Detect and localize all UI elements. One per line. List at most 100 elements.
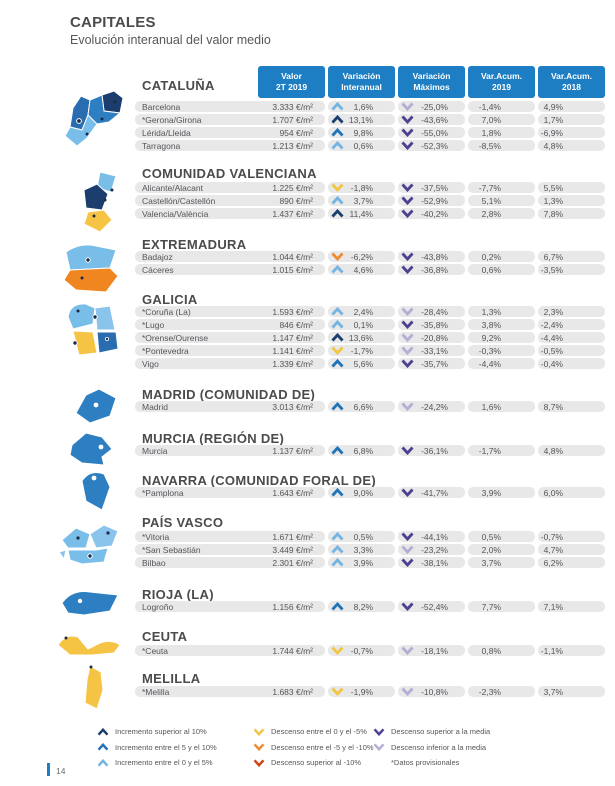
chevron-up-icon-up-mid [331,402,344,411]
maximums-variation-segment: -36,8% [398,264,465,275]
region-section: EXTREMADURA Badajoz 1.044 €/m² -6,2% -43,8% 0… [135,237,607,275]
interannual-variation-value: 3,3% [353,544,373,555]
accumulated-2019-value: 9,2% [468,332,535,343]
accumulated-2019-value: 2,0% [468,544,535,555]
row-label-segment: Barcelona 3.333 €/m² [135,101,325,112]
accumulated-2019-value: -1,4% [468,101,535,112]
accumulated-2019-value: 1,3% [468,306,535,317]
table-row: *Coruña (La) 1.593 €/m² 2,4% -28,4% 1,3% 2,3% [135,306,607,317]
table-row: *Orense/Ourense 1.147 €/m² 13,6% -20,8% 9,2%… [135,332,607,343]
maximums-variation-segment: -35,7% [398,358,465,369]
accumulated-2018-value: 4,8% [538,445,605,456]
legend-label: Incremento superior al 10% [115,727,207,737]
table-row: *Pontevedra 1.141 €/m² -1,7% -33,1% -0,3% -0,… [135,345,607,356]
maximums-variation-value: -28,4% [421,306,448,317]
map-madrid [75,388,117,424]
maximums-variation-segment: -38,1% [398,557,465,568]
maximums-variation-value: -44,1% [421,531,448,542]
accumulated-2019-value: 5,1% [468,195,535,206]
accumulated-2018-value: 4,9% [538,101,605,112]
table-row: *Melilla 1.683 €/m² -1,9% -10,8% -2,3% 3,7% [135,686,607,697]
city-label: Bilbao [142,557,166,568]
map-navarra [81,472,111,511]
chevron-up-icon-up-strong [97,727,109,736]
interannual-variation-value: 1,6% [353,101,373,112]
map-pais-vasco [58,524,119,565]
interannual-variation-segment: -1,7% [328,345,395,356]
region-title: RIOJA (LA) [142,587,214,602]
accumulated-2019-value: -7,7% [468,182,535,193]
row-label-segment: Tarragona 1.213 €/m² [135,140,325,151]
maximums-variation-segment: -28,4% [398,306,465,317]
region-title: GALICIA [142,292,198,307]
accumulated-2018-value: 5,5% [538,182,605,193]
city-label: Madrid [142,401,168,412]
region-section: PAÍS VASCO *Vitoria 1.671 €/m² 0,5% -44,1% 0,… [135,515,607,568]
legend-label: *Datos provisionales [391,758,460,768]
interannual-variation-value: -1,8% [350,182,373,193]
region-title: COMUNIDAD VALENCIANA [142,166,317,181]
interannual-variation-value: 0,6% [353,140,373,151]
region-section: RIOJA (LA) Logroño 1.156 €/m² 8,2% -52,4% 7,7… [135,587,607,612]
city-label: *Melilla [142,686,170,697]
row-label-segment: Badajoz 1.044 €/m² [135,251,325,262]
chevron-up-icon-up-mid [97,743,109,751]
interannual-variation-segment: 2,4% [328,306,395,317]
accumulated-2018-value: -0,5% [538,345,605,356]
city-label: *Vitoria [142,531,170,542]
interannual-variation-segment: 0,1% [328,319,395,330]
row-label-segment: Cáceres 1.015 €/m² [135,264,325,275]
city-label: Alicante/Alacant [142,182,203,193]
table-row: *Lugo 846 €/m² 0,1% -35,8% 3,8% -2,4% [135,319,607,330]
region-table: Madrid 3.013 €/m² 6,6% -24,2% 1,6% 8,7% [135,401,607,414]
legend-label: Descenso inferior a la media [391,742,487,752]
legend-column-decreases: Descenso entre el 0 y el -5% Descenso ent… [253,724,374,771]
interannual-variation-value: 6,6% [353,401,373,412]
chevron-up-icon-up-low [331,141,344,150]
region-table: *Pamplona 1.643 €/m² 9,0% -41,7% 3,9% 6,0% [135,487,607,500]
accumulated-2018-value: 1,7% [538,114,605,125]
legend-label: Descenso superior a la media [391,727,491,737]
accumulated-2019-value: 0,2% [468,251,535,262]
page-number: 14 [56,766,66,776]
value-per-m2: 1.213 €/m² [272,140,313,151]
accumulated-2018-value: 4,8% [538,140,605,151]
value-per-m2: 1.744 €/m² [272,645,313,656]
row-label-segment: Castellón/Castellón 890 €/m² [135,195,325,206]
legend-label: Descenso entre el 0 y el -5% [271,727,367,737]
row-label-segment: Vigo 1.339 €/m² [135,358,325,369]
interannual-variation-value: 11,4% [349,208,373,219]
interannual-variation-value: 3,7% [353,195,373,206]
legend-item: Incremento entre el 5 y el 10% [97,740,217,756]
region-title: MELILLA [142,671,201,686]
accumulated-2019-value: 0,6% [468,264,535,275]
value-per-m2: 1.671 €/m² [272,531,313,542]
accumulated-2019-value: -1,7% [468,445,535,456]
accumulated-2019-value: -2,3% [468,686,535,697]
region-table: *Coruña (La) 1.593 €/m² 2,4% -28,4% 1,3% 2,3%… [135,306,607,371]
chevron-up-icon-up-strong [331,115,344,124]
interannual-variation-segment: 0,5% [328,531,395,542]
table-row: Alicante/Alacant 1.225 €/m² -1,8% -37,5% -7,… [135,182,607,193]
row-label-segment: *Pontevedra 1.141 €/m² [135,345,325,356]
table-row: *Ceuta 1.744 €/m² -0,7% -18,1% 0,8% -1,1% [135,645,607,656]
value-per-m2: 3.333 €/m² [272,101,313,112]
accumulated-2019-value: 1,8% [468,127,535,138]
maximums-variation-segment: -10,8% [398,686,465,697]
interannual-variation-segment: -6,2% [328,251,395,262]
map-catalonia [64,90,124,147]
region-section: MELILLA *Melilla 1.683 €/m² -1,9% -10,8% -2,3… [135,671,607,697]
maximums-variation-segment: -40,2% [398,208,465,219]
interannual-variation-segment: 11,4% [328,208,395,219]
interannual-variation-segment: 3,7% [328,195,395,206]
value-per-m2: 1.147 €/m² [272,332,313,343]
chevron-down-icon-down-below-avg [401,102,414,111]
chevron-down-icon-down-strong [253,759,265,767]
row-label-segment: *Gerona/Girona 1.707 €/m² [135,114,325,125]
accumulated-2018-value: 7,1% [538,601,605,612]
chevron-up-icon-up-low [331,307,344,316]
chevron-down-icon-down-low [253,728,265,736]
accumulated-2018-value: -0,4% [538,358,605,369]
accumulated-2019-value: 7,7% [468,601,535,612]
table-row: Badajoz 1.044 €/m² -6,2% -43,8% 0,2% 6,7% [135,251,607,262]
